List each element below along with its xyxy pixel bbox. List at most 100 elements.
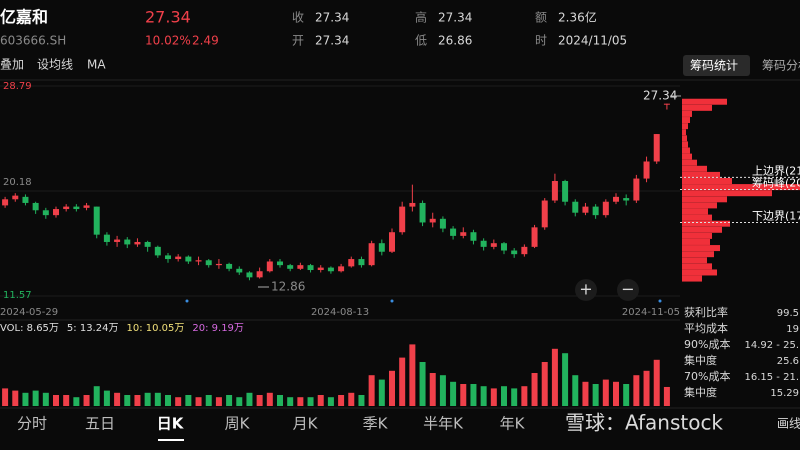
candle-body (501, 243, 507, 251)
chip-level-label: 下边界(17 (752, 209, 800, 222)
candle-body (93, 206, 100, 235)
period-tab[interactable]: 周K (225, 415, 251, 433)
period-tab[interactable]: 季K (363, 415, 389, 433)
chip-bar (682, 202, 717, 209)
volume-bar (562, 353, 569, 406)
panel-value: 14.92 - 25. (745, 340, 800, 351)
volume-bar (643, 370, 650, 406)
candle-body (572, 201, 579, 213)
chip-bar (682, 257, 707, 264)
toolbar-item[interactable]: 设均线 (37, 58, 73, 72)
toolbar-item[interactable]: MA (87, 58, 106, 72)
volume-bar (2, 388, 9, 406)
chip-bar (682, 208, 708, 215)
chip-bar (682, 123, 688, 130)
candle-body (2, 199, 9, 206)
volume-bar (439, 375, 446, 406)
candle-body (215, 263, 222, 266)
y-tick-label: 20.18 (3, 177, 32, 188)
volume-bar (501, 386, 507, 406)
change-pct: 10.02% (145, 34, 191, 48)
quote-value: 2024/11/05 (558, 34, 627, 48)
period-tab[interactable]: 半年K (423, 415, 464, 433)
chip-bar (682, 214, 712, 221)
volume-bar (165, 395, 171, 406)
volume-bar (338, 395, 345, 406)
period-tab[interactable]: 年K (500, 415, 526, 433)
chip-bar (682, 153, 692, 160)
panel-value: 15.29 (770, 388, 799, 399)
volume-bar (114, 392, 121, 406)
candle-body (613, 196, 619, 202)
zoom-out-icon[interactable]: − (621, 280, 634, 299)
volume-bar (195, 397, 202, 406)
volume-bar (154, 392, 161, 406)
volume-bar (511, 388, 518, 406)
toolbar-item[interactable]: 叠加 (0, 58, 24, 72)
candle-body (592, 206, 599, 216)
candle-body (541, 200, 548, 228)
volume-bar (175, 397, 182, 406)
stock-code: 603666.SH (0, 34, 66, 48)
candle-body (42, 210, 49, 216)
panel-label: 90%成本 (684, 337, 730, 351)
chip-bar (682, 178, 732, 184)
volume-bar (582, 381, 589, 406)
candle-body (378, 243, 385, 252)
chip-bar (682, 147, 690, 154)
zoom-in-icon[interactable]: + (579, 280, 592, 299)
volume-bar (12, 390, 19, 406)
volume-bar (623, 384, 630, 406)
change: 2.49 (192, 34, 219, 48)
candle-body (297, 265, 304, 269)
volume-bar (572, 375, 579, 406)
candle-body (307, 265, 314, 271)
watermark: 雪球：Afanstock (565, 411, 723, 435)
candle-body (409, 202, 416, 207)
candle-body (114, 239, 121, 242)
volume-bar (429, 373, 436, 406)
candle-body (450, 228, 457, 236)
chip-bar (682, 117, 690, 124)
volume-bar (419, 362, 426, 406)
candle-body (134, 241, 141, 245)
candle-body (256, 271, 263, 278)
candle-body (602, 201, 609, 216)
candle-body (246, 272, 253, 278)
period-tab[interactable]: 分时 (17, 415, 47, 433)
quote-value: 27.34 (315, 34, 349, 48)
volume-bar (266, 392, 273, 406)
volume-bar (297, 397, 304, 406)
volume-bar (205, 395, 212, 406)
volume-bar (124, 395, 131, 406)
period-tab[interactable]: 月K (293, 415, 319, 433)
panel-tab[interactable]: 筹码分析 (762, 59, 800, 73)
candle-body (205, 260, 212, 266)
draw-button[interactable]: 画线 (777, 417, 800, 431)
volume-bar (317, 395, 324, 406)
candle-body (338, 266, 345, 272)
price: 27.34 (145, 8, 191, 27)
chip-bar (682, 220, 730, 227)
candle-body (103, 234, 110, 242)
panel-label: 集中度 (684, 385, 717, 399)
candle-body (195, 260, 202, 262)
volume-bar (653, 359, 660, 406)
candle-body (266, 261, 273, 272)
candle-body (63, 206, 70, 210)
volume-bar (633, 375, 640, 406)
quote-label: 高 (415, 10, 427, 25)
volume-bar (226, 395, 233, 406)
panel-value: 19 (786, 324, 799, 335)
volume-bar (63, 395, 70, 406)
candle-body (83, 205, 90, 208)
candle-body (551, 181, 558, 201)
candle-body (144, 241, 151, 247)
period-tab[interactable]: 日K (157, 415, 185, 433)
period-tab[interactable]: 五日 (85, 415, 115, 433)
quote-label: 低 (415, 34, 427, 48)
volume-bar (663, 386, 670, 406)
volume-bar (53, 395, 59, 406)
volume-legend: 10: 10.05万 (126, 323, 184, 334)
panel-tab[interactable]: 筹码统计 (690, 59, 738, 73)
